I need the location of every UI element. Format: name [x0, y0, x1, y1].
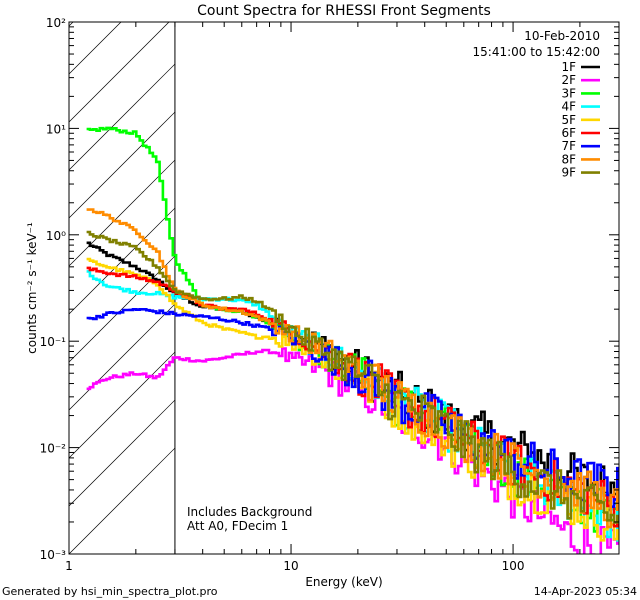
y-tick-label: 10¹	[46, 122, 66, 136]
timestamp-label: 14-Apr-2023 05:34	[534, 585, 637, 598]
hatch-line	[69, 351, 176, 459]
plot-frame	[68, 21, 620, 555]
hatched-region	[69, 22, 176, 554]
hatch-line	[69, 22, 170, 123]
legend-label-9F: 9F	[561, 166, 576, 180]
y-tick-labels: 10⁻³ 10⁻² 10⁻¹ 10⁰ 10¹ 10²	[40, 16, 67, 562]
hatch-line	[69, 63, 176, 171]
x-axis-label: Energy (keV)	[305, 575, 382, 589]
x-tick-label: 100	[502, 559, 525, 573]
y-tick-label: 10⁻²	[40, 442, 67, 456]
legend-time-range: 15:41:00 to 15:42:00	[473, 45, 600, 59]
y-axis-label: counts cm⁻² s⁻¹ keV⁻¹	[25, 222, 39, 354]
x-tick-labels: 1 10 100	[65, 559, 524, 573]
y-tick-label: 10⁰	[46, 229, 66, 243]
y-tick-label: 10⁻³	[40, 548, 67, 562]
legend-label-3F: 3F	[561, 86, 576, 100]
y-tick-label: 10⁻¹	[40, 335, 67, 349]
annotation: Includes Background Att A0, FDecim 1	[187, 505, 312, 533]
legend-label-7F: 7F	[561, 139, 576, 153]
hatch-line	[69, 447, 176, 554]
x-tick-label: 1	[65, 559, 73, 573]
legend-label-4F: 4F	[561, 100, 576, 114]
hatch-line	[69, 303, 176, 411]
x-tick-label: 10	[283, 559, 298, 573]
legend-label-1F: 1F	[561, 60, 576, 74]
hatch-line	[69, 159, 176, 267]
generated-by-label: Generated by hsi_min_spectra_plot.pro	[2, 585, 218, 598]
legend-label-6F: 6F	[561, 126, 576, 140]
legend-label-8F: 8F	[561, 152, 576, 166]
chart-title: Count Spectra for RHESSI Front Segments	[197, 3, 491, 19]
axis-ticks	[68, 21, 620, 555]
y-tick-label: 10²	[46, 16, 66, 30]
annotation-attenuator: Att A0, FDecim 1	[187, 519, 288, 533]
hatch-line	[69, 22, 122, 75]
legend-label-5F: 5F	[561, 113, 576, 127]
legend-label-2F: 2F	[561, 73, 576, 87]
hatch-line	[69, 399, 176, 507]
legend: 10-Feb-2010 15:41:00 to 15:42:00 1F2F3F4…	[473, 29, 600, 180]
annotation-background: Includes Background	[187, 505, 312, 519]
legend-date: 10-Feb-2010	[524, 29, 600, 43]
hatch-line	[69, 111, 176, 219]
series-layer	[86, 126, 619, 554]
series-line-9F	[86, 230, 619, 524]
